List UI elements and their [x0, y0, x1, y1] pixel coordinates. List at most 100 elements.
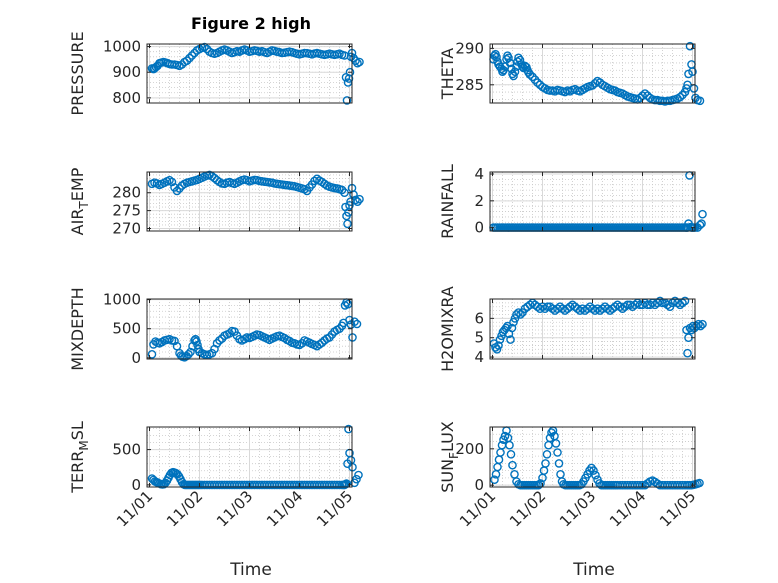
data-point	[541, 459, 550, 468]
data-point	[507, 323, 517, 333]
data-point	[192, 337, 201, 346]
y-tick-label: 500	[112, 441, 141, 459]
y-tick-label: 4	[474, 348, 484, 366]
data-point	[185, 53, 194, 63]
x-tick-label: 11/02	[506, 487, 549, 530]
y-tick-label: 900	[112, 63, 141, 81]
data-point	[685, 41, 695, 51]
data-point	[350, 317, 359, 327]
data-point	[495, 335, 505, 344]
data-point	[342, 96, 352, 105]
data-point	[575, 306, 585, 315]
y-axis-label: H2OMIXRA	[438, 286, 457, 372]
y-tick-label: 2	[474, 192, 484, 210]
x-axis-label-left: Time	[229, 560, 272, 580]
data-point	[494, 341, 503, 350]
data-point	[498, 67, 507, 76]
data-point	[533, 78, 542, 87]
data-point	[638, 480, 647, 490]
y-tick-label: 5	[474, 329, 484, 347]
y-axis-label: AIRTEMP	[68, 167, 91, 235]
data-point	[635, 93, 645, 103]
x-axis-label-right: Time	[572, 560, 615, 580]
data-point	[591, 470, 600, 480]
data-point	[553, 448, 562, 457]
data-point	[504, 53, 513, 63]
data-point	[147, 349, 157, 359]
data-point	[588, 304, 597, 314]
data-point	[645, 300, 655, 310]
data-point	[353, 197, 362, 206]
x-tick-label: 11/03	[556, 487, 599, 530]
data-point	[182, 56, 192, 66]
y-tick-label: 285	[455, 76, 484, 94]
x-tick-label: 11/04	[263, 487, 306, 530]
y-tick-label: 280	[112, 184, 141, 202]
y-tick-label: 1000	[103, 291, 141, 309]
data-point	[548, 304, 557, 314]
subplot-pressure: 800 900 1000 PRESSURE	[68, 31, 364, 116]
y-axis-label: RAINFALL	[438, 164, 457, 239]
y-tick-label: 270	[112, 219, 141, 237]
y-tick-label: 200	[455, 440, 484, 458]
data-point	[588, 81, 597, 90]
y-tick-label: 0	[474, 476, 484, 494]
data-point	[695, 96, 705, 106]
x-tick-label: 11/04	[606, 487, 649, 530]
data-point	[354, 470, 363, 480]
y-tick-label: 800	[112, 89, 141, 107]
y-tick-label: 4	[474, 165, 484, 183]
data-point	[553, 304, 562, 314]
data-point	[225, 329, 234, 338]
x-tick-label: 11/02	[163, 487, 206, 530]
data-point	[514, 308, 523, 317]
data-point	[696, 321, 705, 331]
data-point	[675, 92, 685, 102]
data-point	[593, 304, 602, 314]
x-tick-label: 11/05	[313, 487, 356, 530]
data-point	[697, 219, 706, 228]
data-point	[184, 349, 193, 359]
data-point	[558, 304, 567, 314]
data-point	[170, 336, 179, 346]
data-point	[317, 338, 327, 348]
data-point	[509, 71, 518, 81]
y-axis-label: TERRMSL	[68, 421, 91, 494]
data-point	[352, 319, 362, 329]
data-point	[355, 57, 364, 67]
series-markers	[147, 42, 364, 105]
data-point	[525, 70, 535, 79]
data-point	[663, 300, 672, 310]
figure-title: Figure 2 high	[191, 14, 311, 33]
data-point	[490, 475, 499, 485]
y-tick-label: 275	[112, 202, 141, 220]
data-point	[503, 321, 512, 331]
data-point	[698, 319, 707, 329]
data-point	[590, 306, 600, 315]
data-point	[583, 304, 592, 314]
y-tick-label: 0	[131, 476, 141, 494]
data-point	[578, 304, 587, 314]
data-point	[598, 304, 607, 314]
data-point	[533, 302, 542, 312]
y-tick-label: 6	[474, 309, 484, 327]
data-point	[516, 310, 525, 319]
major-grid	[490, 44, 695, 103]
data-point	[506, 449, 516, 459]
x-tick-label: 11/05	[656, 487, 699, 530]
data-point	[542, 449, 552, 459]
data-point	[505, 440, 514, 450]
data-point	[355, 194, 364, 204]
series-markers	[147, 170, 364, 229]
y-axis-label: SUNFLUX	[438, 421, 461, 493]
data-point	[543, 302, 552, 312]
data-point	[345, 315, 354, 325]
x-tick-label: 11/03	[213, 487, 256, 530]
data-point	[688, 67, 697, 76]
data-point	[615, 302, 625, 312]
y-axis-label: THETA	[438, 48, 457, 100]
